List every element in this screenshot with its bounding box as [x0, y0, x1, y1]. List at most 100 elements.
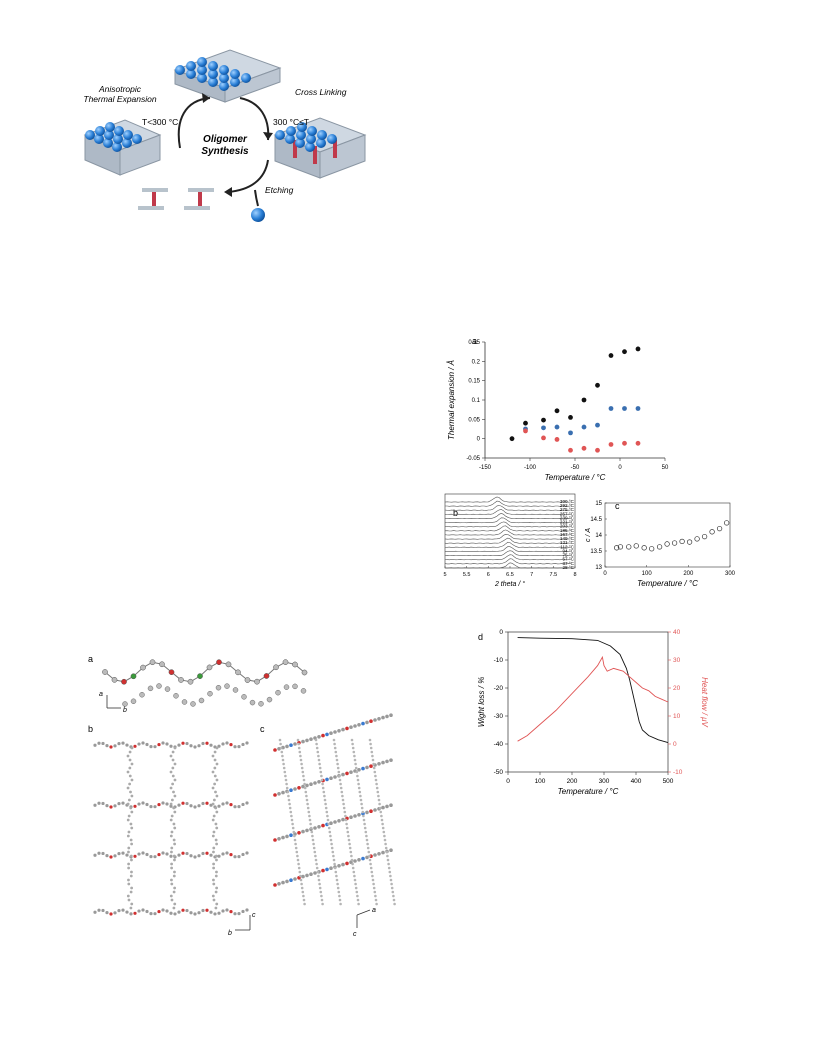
atom — [165, 852, 169, 856]
atom — [338, 778, 342, 782]
atom — [378, 802, 381, 806]
atom — [209, 910, 213, 914]
metal-node — [327, 134, 337, 144]
atom — [189, 804, 193, 808]
atom — [128, 766, 132, 770]
metal-node — [241, 73, 251, 83]
atom — [229, 853, 233, 857]
data-point — [595, 382, 600, 388]
metal-node — [307, 126, 317, 136]
atom — [157, 852, 161, 857]
atom — [300, 766, 304, 770]
atom — [371, 758, 375, 762]
atom — [205, 801, 209, 805]
atom — [392, 898, 396, 902]
atom — [161, 851, 165, 855]
atom — [300, 688, 307, 694]
data-point — [614, 545, 620, 551]
atom — [389, 878, 393, 882]
atom — [127, 798, 131, 802]
atom — [217, 744, 221, 748]
atom — [273, 838, 277, 842]
atom — [371, 878, 375, 882]
atom — [365, 765, 369, 770]
atom — [302, 778, 306, 782]
atom — [286, 790, 290, 794]
atom — [113, 744, 117, 748]
atom — [311, 838, 315, 842]
atom — [101, 801, 105, 806]
xrd-trace — [444, 558, 571, 565]
atom — [161, 741, 165, 745]
atom — [278, 738, 282, 742]
atom — [317, 754, 320, 758]
atom — [301, 874, 305, 879]
atom — [326, 818, 330, 822]
data-point — [568, 415, 573, 420]
atom — [289, 833, 293, 837]
atom — [213, 782, 217, 786]
atom — [145, 802, 149, 807]
atom — [280, 750, 284, 754]
crystal-block-top — [173, 49, 282, 103]
atom — [211, 770, 215, 774]
atom — [185, 801, 189, 806]
atom — [333, 820, 337, 824]
atom — [337, 864, 341, 868]
data-point — [622, 406, 627, 411]
atom — [354, 766, 358, 770]
atom — [338, 898, 342, 902]
atom — [288, 802, 291, 806]
atom — [193, 912, 197, 916]
atom — [221, 909, 225, 913]
atom — [365, 838, 369, 842]
atom — [281, 835, 285, 840]
atom — [331, 850, 335, 854]
atom — [291, 826, 295, 830]
atom — [327, 822, 330, 826]
atom — [211, 786, 215, 790]
atom — [293, 877, 297, 881]
atom — [126, 834, 130, 838]
atom — [320, 894, 323, 898]
x-tick-label: 5.5 — [463, 572, 471, 578]
atom — [369, 862, 372, 866]
atom — [314, 858, 318, 862]
atom — [141, 801, 145, 805]
chart-b: b 5 5.5 6 6.5 7 7.5 8 2 theta / ° 300 °C 292 °C 27… — [440, 488, 585, 588]
atom — [215, 778, 219, 782]
atom — [177, 910, 181, 914]
metal-node — [285, 134, 295, 144]
atom — [125, 910, 129, 914]
atom — [340, 790, 344, 794]
atom — [297, 742, 300, 746]
atom — [389, 848, 393, 852]
atom — [130, 858, 133, 862]
atom — [233, 805, 237, 809]
y-tick-label: 14.5 — [590, 517, 602, 523]
xrd-trace — [444, 521, 571, 528]
atom — [241, 909, 245, 914]
atom — [339, 786, 343, 790]
atom — [189, 744, 193, 748]
atom — [361, 766, 365, 771]
atom — [385, 759, 389, 764]
atom — [127, 846, 131, 850]
atom — [170, 846, 174, 850]
xrd-trace — [444, 537, 571, 544]
atom — [172, 906, 176, 910]
atom — [211, 754, 215, 758]
data-point — [694, 536, 700, 542]
atom — [300, 886, 304, 890]
atom — [169, 770, 173, 774]
data-point — [581, 445, 587, 451]
atom — [317, 878, 321, 882]
temperature-label: 300 °C — [560, 499, 575, 504]
axis-label-b2: b — [228, 930, 232, 937]
atom — [365, 810, 369, 815]
atom — [235, 669, 241, 676]
atom — [168, 669, 175, 676]
atom — [330, 842, 333, 846]
atom — [273, 664, 279, 671]
atom — [324, 806, 328, 810]
